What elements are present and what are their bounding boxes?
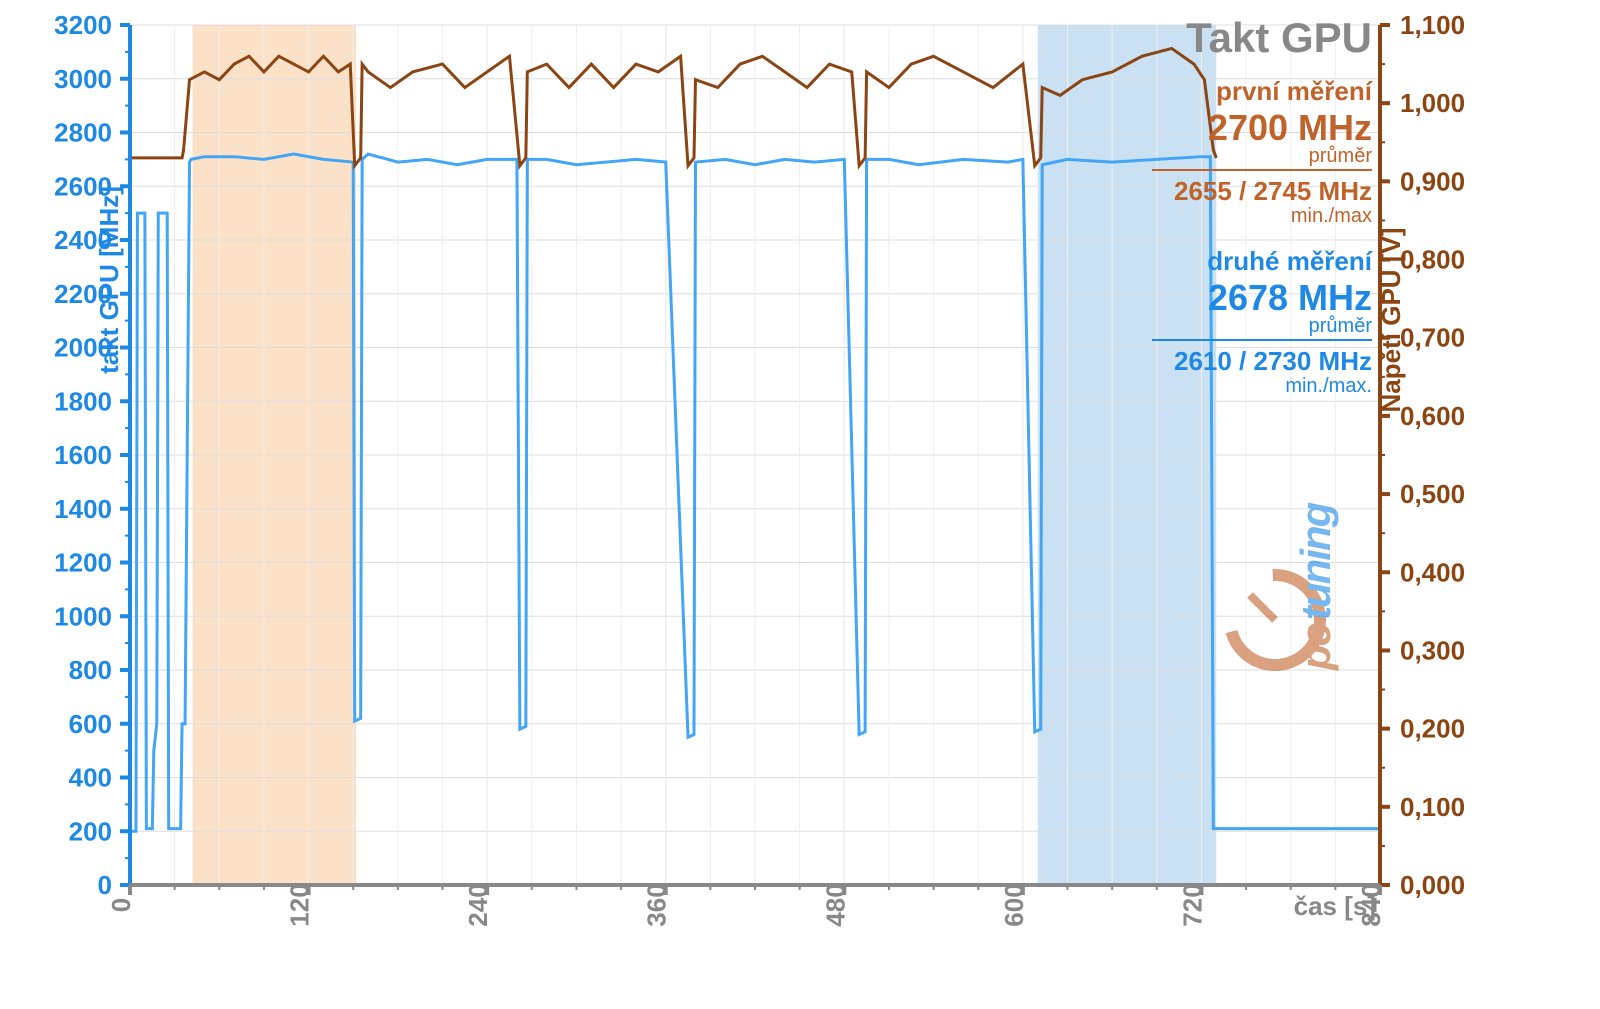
m1-minmax: 2655 / 2745 MHz <box>1174 176 1372 206</box>
svg-text:pc: pc <box>1292 623 1339 671</box>
x-axis-label: čas [s] <box>1294 891 1376 921</box>
y1-tick: 1600 <box>54 440 112 470</box>
y2-tick: 0,900 <box>1400 166 1465 196</box>
y1-tick: 1000 <box>54 601 112 631</box>
y1-tick: 0 <box>98 870 112 900</box>
y2-tick: 0,700 <box>1400 323 1465 353</box>
y1-tick: 1200 <box>54 548 112 578</box>
x-tick: 720 <box>1177 883 1207 926</box>
m2-label: druhé měření <box>1207 246 1372 276</box>
m2-minmax: 2610 / 2730 MHz <box>1174 346 1372 376</box>
y2-tick: 0,100 <box>1400 792 1465 822</box>
x-tick: 0 <box>106 898 136 912</box>
y1-tick: 600 <box>69 709 112 739</box>
x-tick: 360 <box>642 883 672 926</box>
y2-tick: 0,400 <box>1400 557 1465 587</box>
chart-svg: pctuning02004006008001000120014001600180… <box>0 0 1600 1009</box>
m2-minmax-sub: min./max. <box>1285 375 1372 397</box>
y1-axis-label: takt GPU [MHz] <box>94 186 124 374</box>
y1-tick: 3200 <box>54 10 112 40</box>
y2-tick: 0,200 <box>1400 714 1465 744</box>
m2-avg: průměr <box>1309 315 1373 337</box>
m1-value: 2700 MHz <box>1208 107 1372 148</box>
m1-minmax-sub: min./max <box>1291 205 1372 227</box>
y2-tick: 0,300 <box>1400 635 1465 665</box>
x-tick: 120 <box>285 883 315 926</box>
y1-tick: 3000 <box>54 64 112 94</box>
y2-tick: 0,500 <box>1400 479 1465 509</box>
x-tick: 600 <box>999 883 1029 926</box>
y1-tick: 1800 <box>54 386 112 416</box>
y2-tick: 0,800 <box>1400 245 1465 275</box>
y2-axis-label: Napětí GPU [V] <box>1376 228 1406 413</box>
y1-tick: 200 <box>69 816 112 846</box>
svg-text:tuning: tuning <box>1292 502 1339 620</box>
m2-value: 2678 MHz <box>1208 277 1372 318</box>
y1-tick: 1400 <box>54 494 112 524</box>
x-tick: 480 <box>820 883 850 926</box>
y1-tick: 2800 <box>54 118 112 148</box>
y2-tick: 0,600 <box>1400 401 1465 431</box>
y2-tick: 1,000 <box>1400 88 1465 118</box>
chart-container: pctuning02004006008001000120014001600180… <box>0 0 1600 1009</box>
y1-tick: 400 <box>69 763 112 793</box>
y1-tick: 800 <box>69 655 112 685</box>
m1-avg: průměr <box>1309 145 1373 167</box>
m1-label: první měření <box>1216 76 1373 106</box>
x-tick: 240 <box>463 883 493 926</box>
y2-tick: 1,100 <box>1400 10 1465 40</box>
y2-tick: 0,000 <box>1400 870 1465 900</box>
chart-title: Takt GPU <box>1186 14 1372 61</box>
